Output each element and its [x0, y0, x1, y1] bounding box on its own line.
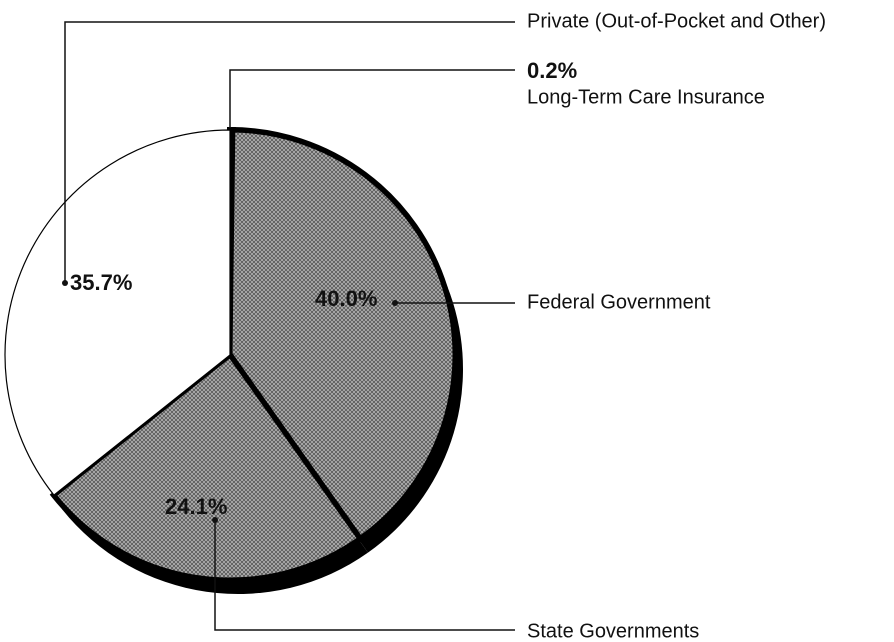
- leader-dot: [62, 280, 68, 286]
- category-label: Private (Out-of-Pocket and Other): [527, 10, 826, 32]
- category-label: Long-Term Care Insurance: [527, 86, 765, 108]
- slice-texture: [227, 127, 458, 543]
- value-label: 24.1%: [165, 494, 227, 519]
- leader-dot: [212, 517, 218, 523]
- value-label: 0.2%: [527, 58, 577, 83]
- slice-texture: [50, 351, 364, 583]
- category-label: State Governments: [527, 620, 699, 642]
- leader-line: [214, 520, 515, 631]
- leader-dot: [392, 300, 398, 306]
- value-label: 40.0%: [315, 286, 377, 311]
- value-label: 35.7%: [70, 270, 132, 295]
- leader-line: [64, 21, 515, 283]
- category-label: Federal Government: [527, 291, 711, 313]
- slice: [4, 129, 231, 496]
- leader-line: [229, 69, 515, 128]
